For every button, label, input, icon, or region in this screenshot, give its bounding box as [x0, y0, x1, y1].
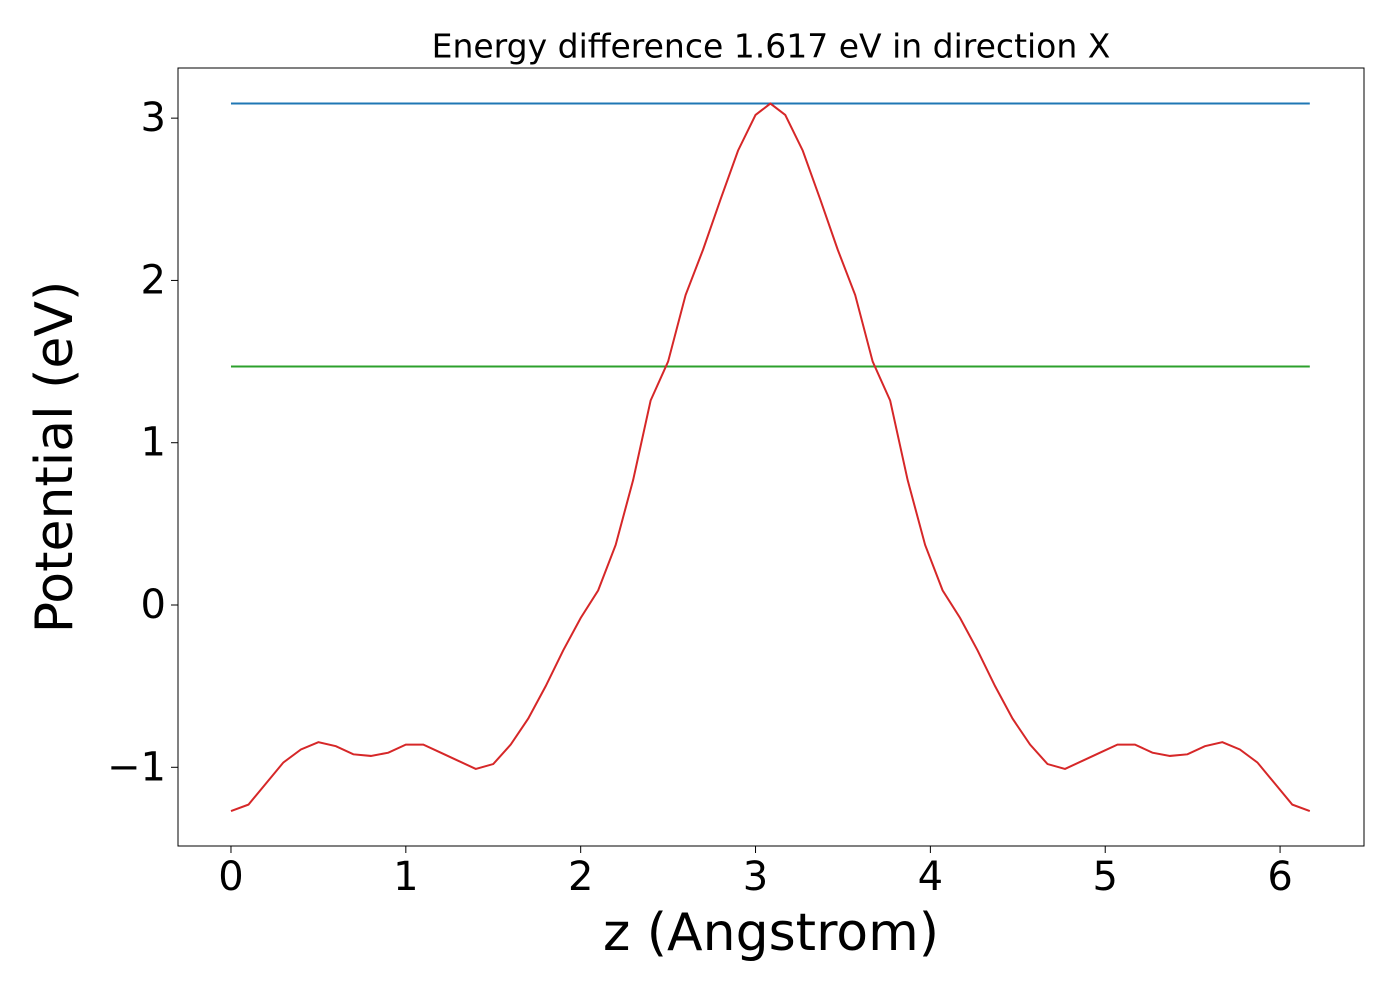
plot-frame [177, 67, 1365, 847]
chart-title: Energy difference 1.617 eV in direction … [432, 27, 1111, 66]
x-tick-label: 2 [568, 854, 593, 900]
x-tick-label: 3 [743, 854, 768, 900]
y-axis-label: Potential (eV) [25, 281, 85, 633]
x-axis-label: z (Angstrom) [603, 903, 939, 963]
x-tick-label: 4 [918, 854, 943, 900]
line [230, 102, 1311, 813]
y-tick-label: 1 [141, 420, 166, 466]
y-tick-label: 2 [141, 257, 166, 303]
y-tick-label: 3 [141, 95, 166, 141]
x-tick-label: 0 [218, 854, 243, 900]
y-tick-label: 0 [141, 582, 166, 628]
y-tick-label: −1 [107, 744, 166, 790]
x-tick-label: 1 [393, 854, 418, 900]
x-tick-label: 5 [1092, 854, 1117, 900]
x-tick-label: 6 [1267, 854, 1292, 900]
